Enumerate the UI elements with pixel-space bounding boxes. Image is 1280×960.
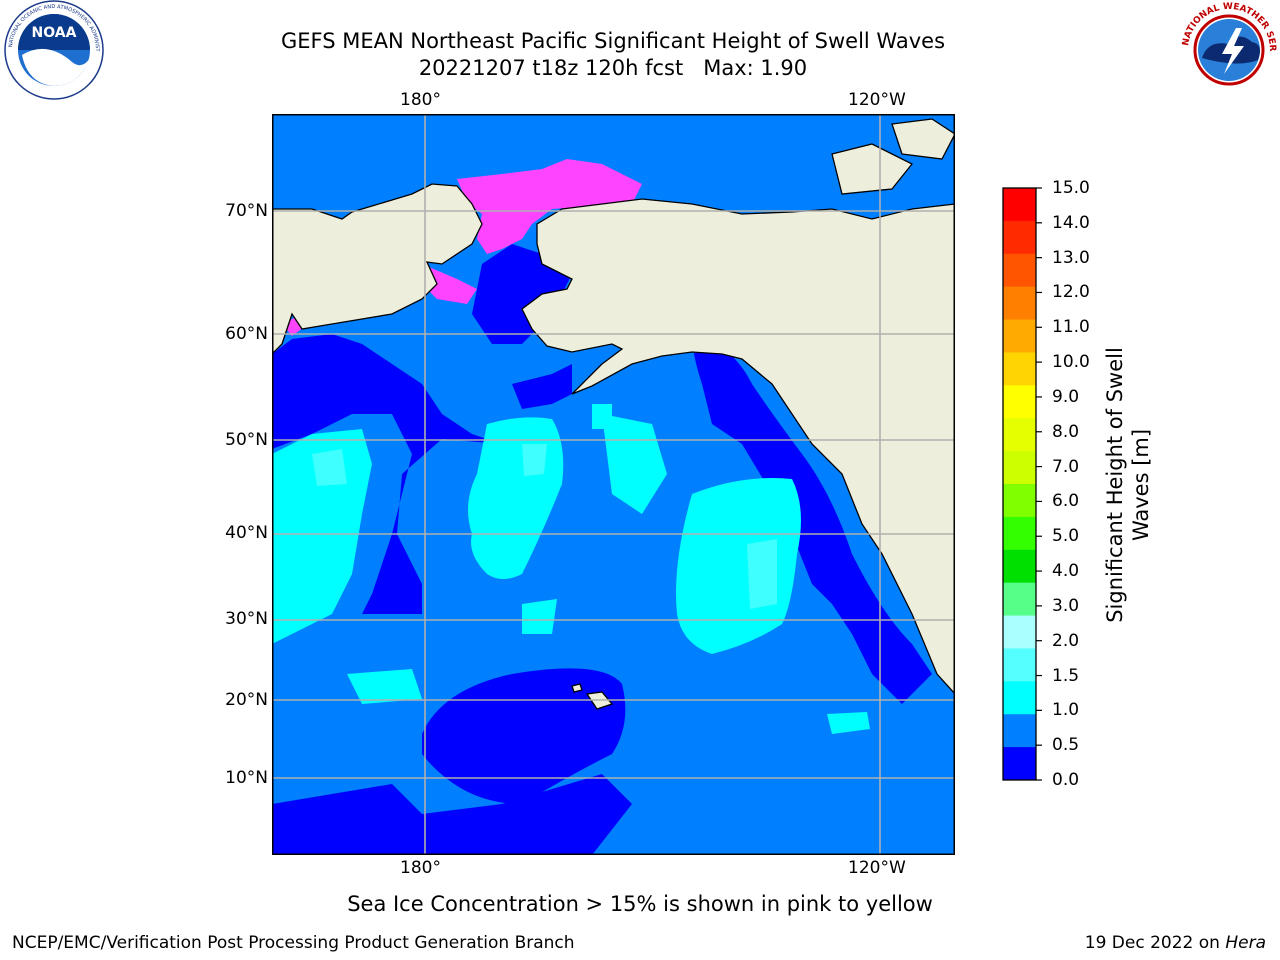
colorbar — [1002, 187, 1042, 781]
colorbar-title-line1: Significant Height of Swell — [1103, 347, 1127, 623]
colorbar-swatch — [1003, 549, 1036, 584]
colorbar-swatch — [1003, 286, 1036, 321]
map-frame — [272, 114, 955, 855]
colorbar-tick-label: 8.0 — [1052, 421, 1080, 442]
colorbar-tick-label: 14.0 — [1052, 212, 1090, 233]
lat-label-70n: 70°N — [225, 201, 268, 221]
footer-host: Hera — [1225, 933, 1266, 953]
colorbar-swatch — [1003, 516, 1036, 551]
colorbar-tick-label: 11.0 — [1052, 317, 1090, 338]
nws-logo: NATIONAL WEATHER SERVICE — [1178, 0, 1277, 98]
colorbar-tick-label: 1.0 — [1052, 700, 1080, 721]
colorbar-tick-label: 10.0 — [1052, 352, 1090, 373]
colorbar-swatch — [1003, 451, 1036, 485]
colorbar-swatch — [1003, 681, 1036, 715]
lon-label-top-120w: 120°W — [848, 90, 906, 110]
lat-label-60n: 60°N — [225, 324, 268, 344]
footer-branch: NCEP/EMC/Verification Post Processing Pr… — [12, 933, 575, 953]
lat-label-30n: 30°N — [225, 609, 268, 629]
colorbar-swatch — [1003, 714, 1036, 748]
noaa-logo-text: NOAA — [32, 25, 77, 41]
colorbar-tick-label: 9.0 — [1052, 386, 1080, 407]
colorbar-swatch — [1003, 747, 1036, 781]
colorbar-swatch — [1003, 582, 1036, 617]
colorbar-tick-label: 3.0 — [1052, 595, 1080, 616]
colorbar-swatch — [1003, 418, 1036, 452]
swell-1.5-2.0-areas — [312, 444, 777, 609]
lon-label-top-180: 180° — [400, 90, 441, 110]
colorbar-tick-label: 12.0 — [1052, 282, 1090, 303]
graticule — [273, 115, 954, 854]
colorbar-swatch — [1003, 615, 1036, 649]
lon-label-bottom-120w: 120°W — [848, 858, 906, 878]
colorbar-tick-label: 2.0 — [1052, 630, 1080, 651]
colorbar-tick-label: 4.0 — [1052, 561, 1080, 582]
colorbar-swatch — [1003, 253, 1036, 288]
lat-label-40n: 40°N — [225, 523, 268, 543]
colorbar-tick-label: 0.0 — [1052, 770, 1080, 790]
colorbar-tick-label: 13.0 — [1052, 247, 1090, 268]
colorbar-title-line2: Waves [m] — [1129, 428, 1153, 542]
swell-height-map — [272, 114, 955, 855]
colorbar-swatch — [1003, 648, 1036, 682]
colorbar-swatch — [1003, 352, 1036, 386]
colorbar-swatch — [1003, 484, 1036, 518]
colorbar-tick-label: 1.5 — [1052, 665, 1080, 686]
footer-date: 19 Dec 2022 on Hera — [1084, 933, 1266, 953]
colorbar-swatch — [1003, 319, 1036, 353]
noaa-logo: NOAA NATIONAL OCEANIC AND ATMOSPHERIC AD… — [2, 0, 104, 100]
lon-label-bottom-180: 180° — [400, 858, 441, 878]
colorbar-swatch — [1003, 220, 1036, 255]
lat-label-10n: 10°N — [225, 768, 268, 788]
colorbar-tick-label: 15.0 — [1052, 178, 1090, 198]
map-title: GEFS MEAN Northeast Pacific Significant … — [280, 29, 946, 53]
swell-0-0.5-areas — [273, 244, 932, 854]
colorbar-tick-label: 0.5 — [1052, 735, 1080, 756]
lat-label-50n: 50°N — [225, 430, 268, 450]
colorbar-swatch — [1003, 385, 1036, 419]
colorbar-swatch — [1003, 188, 1036, 222]
land-masses — [273, 118, 954, 710]
colorbar-tick-label: 6.0 — [1052, 491, 1080, 512]
lat-label-20n: 20°N — [225, 690, 268, 710]
colorbar-tick-label: 7.0 — [1052, 456, 1080, 477]
map-subtitle: 20221207 t18z 120h fcst Max: 1.90 — [418, 56, 808, 80]
sea-ice-note: Sea Ice Concentration > 15% is shown in … — [347, 892, 933, 916]
colorbar-tick-label: 5.0 — [1052, 526, 1080, 547]
